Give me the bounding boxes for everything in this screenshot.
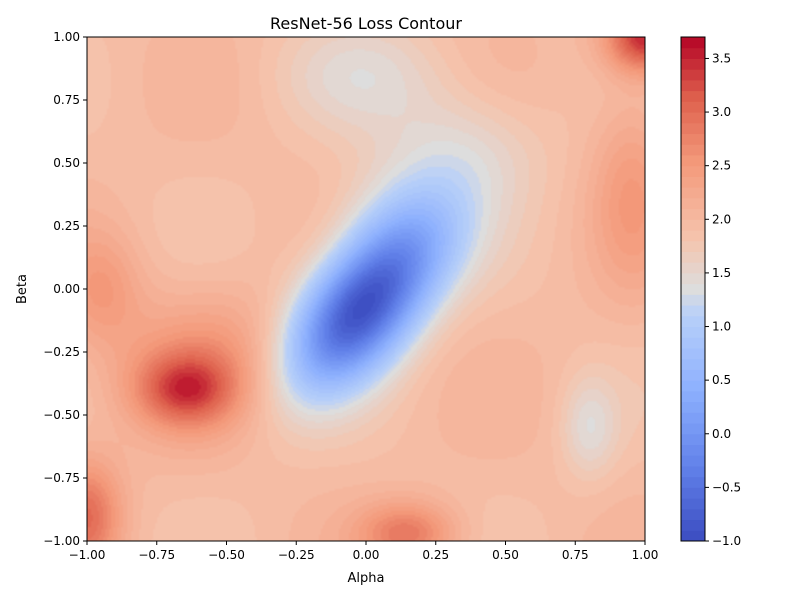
x-tick-label: 0.00 (353, 548, 380, 562)
colorbar-band (681, 219, 705, 231)
colorbar-band (681, 369, 705, 381)
colorbar-tick-label: 2.5 (712, 159, 731, 173)
x-tick-label: −0.25 (278, 548, 315, 562)
colorbar-band (681, 530, 705, 542)
colorbar-band (681, 433, 705, 445)
colorbar-band (681, 444, 705, 456)
colorbar-band (681, 262, 705, 274)
colorbar-band (681, 101, 705, 113)
colorbar-band (681, 465, 705, 478)
colorbar-band (681, 337, 705, 349)
colorbar: −1.0 −0.5 0.0 0.5 1.0 1.5 2.0 2.5 3.0 3.5 (680, 36, 741, 548)
colorbar-frame (680, 36, 706, 542)
colorbar-band (681, 272, 705, 285)
colorbar-band (681, 176, 705, 188)
colorbar-tick-label: 1.5 (712, 266, 731, 280)
colorbar-band (681, 423, 705, 435)
colorbar-bands (681, 37, 705, 542)
colorbar-band (681, 112, 705, 124)
colorbar-band (681, 519, 705, 531)
colorbar-band (681, 133, 705, 145)
x-axis: −1.00 −0.75 −0.50 −0.25 0.00 0.25 0.50 0.75 1.00 (69, 541, 659, 562)
colorbar-tick-label: −0.5 (712, 480, 741, 494)
colorbar-band (681, 294, 705, 306)
colorbar-band (681, 37, 705, 49)
colorbar-band (681, 240, 705, 252)
colorbar-band (681, 230, 705, 242)
y-tick-label: 0.75 (53, 93, 80, 107)
colorbar-band (681, 476, 705, 488)
colorbar-tick-label: 3.0 (712, 105, 731, 119)
colorbar-band (681, 251, 705, 263)
x-tick-label: −0.75 (138, 548, 175, 562)
colorbar-band (681, 154, 705, 167)
x-tick-label: 0.25 (422, 548, 449, 562)
colorbar-tick-label: 1.0 (712, 320, 731, 334)
y-tick-label: −0.25 (43, 345, 80, 359)
x-tick-label: 1.00 (632, 548, 659, 562)
colorbar-band (681, 79, 705, 92)
colorbar-band (681, 455, 705, 467)
colorbar-band (681, 401, 705, 413)
colorbar-band (681, 90, 705, 102)
colorbar-tick-label: −1.0 (712, 534, 741, 548)
colorbar-band (681, 347, 705, 360)
colorbar-ticks: −1.0 −0.5 0.0 0.5 1.0 1.5 2.0 2.5 3.0 3.5 (705, 51, 741, 548)
x-tick-label: 0.50 (492, 548, 519, 562)
colorbar-band (681, 326, 705, 338)
colorbar-band (681, 380, 705, 392)
colorbar-band (681, 390, 705, 403)
y-axis: −1.00 −0.75 −0.50 −0.25 0.00 0.25 0.50 0.75 1.00 (43, 30, 87, 548)
colorbar-tick-label: 2.0 (712, 212, 731, 226)
colorbar-band (681, 498, 705, 510)
colorbar-band (681, 165, 705, 177)
y-tick-label: −0.75 (43, 471, 80, 485)
colorbar-band (681, 47, 705, 59)
y-tick-label: 0.00 (53, 282, 80, 296)
colorbar-band (681, 283, 705, 295)
colorbar-band (681, 208, 705, 220)
y-axis-label: Beta (15, 274, 30, 304)
colorbar-band (681, 358, 705, 370)
x-tick-label: −0.50 (208, 548, 245, 562)
colorbar-band (681, 315, 705, 328)
y-tick-label: −0.50 (43, 408, 80, 422)
colorbar-band (681, 69, 705, 81)
y-tick-label: 0.25 (53, 219, 80, 233)
colorbar-band (681, 144, 705, 156)
colorbar-band (681, 487, 705, 499)
x-tick-label: 0.75 (562, 548, 589, 562)
chart-title: ResNet-56 Loss Contour (270, 14, 462, 33)
colorbar-band (681, 187, 705, 199)
x-axis-label: Alpha (348, 571, 385, 586)
colorbar-tick-label: 0.0 (712, 427, 731, 441)
colorbar-band (681, 305, 705, 317)
contour-fill (87, 37, 645, 541)
y-tick-label: −1.00 (43, 534, 80, 548)
colorbar-tick-label: 3.5 (712, 51, 731, 65)
colorbar-tick-label: 0.5 (712, 373, 731, 387)
colorbar-band (681, 412, 705, 424)
colorbar-band (681, 508, 705, 521)
plot-area (86, 36, 646, 542)
colorbar-band (681, 197, 705, 210)
y-tick-label: 0.50 (53, 156, 80, 170)
colorbar-band (681, 58, 705, 70)
x-tick-label: −1.00 (69, 548, 106, 562)
colorbar-band (681, 122, 705, 135)
y-tick-label: 1.00 (53, 30, 80, 44)
